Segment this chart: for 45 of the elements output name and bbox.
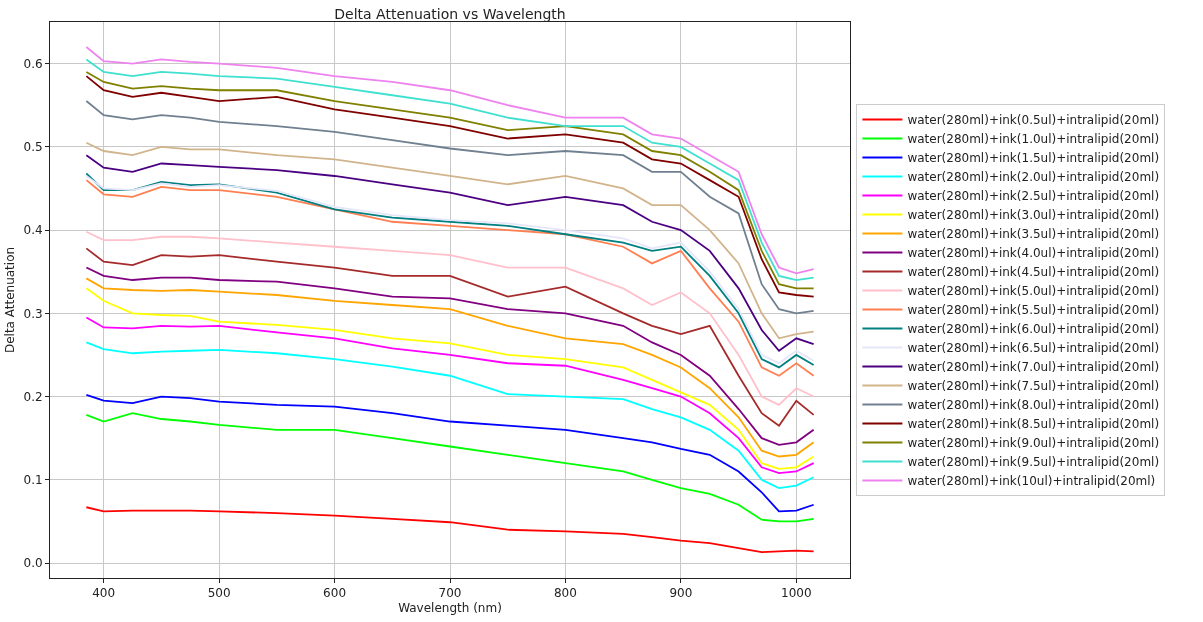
legend-label: water(280ml)+ink(8.5ul)+intralipid(20ml) [907, 417, 1160, 432]
line-series [85, 393, 815, 513]
legend-label: water(280ml)+ink(4.0ul)+intralipid(20ml) [907, 246, 1160, 261]
legend-label: water(280ml)+ink(6.5ul)+intralipid(20ml) [907, 341, 1160, 356]
legend-label: water(280ml)+ink(4.5ul)+intralipid(20ml) [907, 265, 1160, 280]
line-series [85, 341, 815, 490]
x-tick-label: 500 [207, 586, 231, 601]
line-series [85, 230, 815, 406]
x-tick-label: 1000 [781, 586, 812, 601]
x-tick-label: 900 [669, 586, 693, 601]
legend-label: water(280ml)+ink(3.5ul)+intralipid(20ml) [907, 227, 1160, 242]
y-axis-title: Delta Attenuation [2, 246, 17, 354]
legend-label: water(280ml)+ink(7.5ul)+intralipid(20ml) [907, 379, 1160, 394]
y-tick-label: 0.2 [23, 389, 43, 404]
y-tick-label: 0.3 [23, 306, 43, 321]
line-series [85, 100, 815, 315]
y-tick-label: 0.1 [23, 472, 43, 487]
x-tick-label: 400 [92, 586, 116, 601]
legend-label: water(280ml)+ink(6.0ul)+intralipid(20ml) [907, 322, 1160, 337]
legend-label: water(280ml)+ink(3.0ul)+intralipid(20ml) [907, 208, 1160, 223]
legend-label: water(280ml)+ink(7.0ul)+intralipid(20ml) [907, 360, 1160, 375]
legend-label: water(280ml)+ink(2.5ul)+intralipid(20ml) [907, 189, 1160, 204]
legend-label: water(280ml)+ink(9.5ul)+intralipid(20ml) [907, 455, 1160, 470]
y-tick-label: 0.4 [23, 223, 43, 238]
chart-title: Delta Attenuation vs Wavelength [334, 6, 566, 23]
y-tick-label: 0.6 [23, 56, 43, 71]
legend-label: water(280ml)+ink(5.0ul)+intralipid(20ml) [907, 284, 1160, 299]
legend-label: water(280ml)+ink(2.0ul)+intralipid(20ml) [907, 170, 1160, 185]
legend-label: water(280ml)+ink(5.5ul)+intralipid(20ml) [907, 303, 1160, 318]
x-axis-title: Wavelength (nm) [398, 601, 502, 616]
line-series [85, 247, 815, 427]
legend-label: water(280ml)+ink(1.5ul)+intralipid(20ml) [907, 151, 1160, 166]
legend-label: water(280ml)+ink(10ul)+intralipid(20ml) [907, 474, 1156, 489]
y-tick-label: 0.0 [23, 556, 43, 571]
x-tick-label: 700 [438, 586, 462, 601]
legend-label: water(280ml)+ink(9.0ul)+intralipid(20ml) [907, 436, 1160, 451]
legend-label: water(280ml)+ink(1.0ul)+intralipid(20ml) [907, 132, 1160, 147]
line-series [85, 316, 815, 475]
x-tick-label: 800 [553, 586, 577, 601]
legend-label: water(280ml)+ink(0.5ul)+intralipid(20ml) [907, 113, 1160, 128]
line-series [85, 412, 815, 523]
x-tick-label: 600 [323, 586, 347, 601]
legend-label: water(280ml)+ink(8.0ul)+intralipid(20ml) [907, 398, 1160, 413]
line-series [85, 506, 815, 554]
y-tick-label: 0.5 [23, 140, 43, 155]
